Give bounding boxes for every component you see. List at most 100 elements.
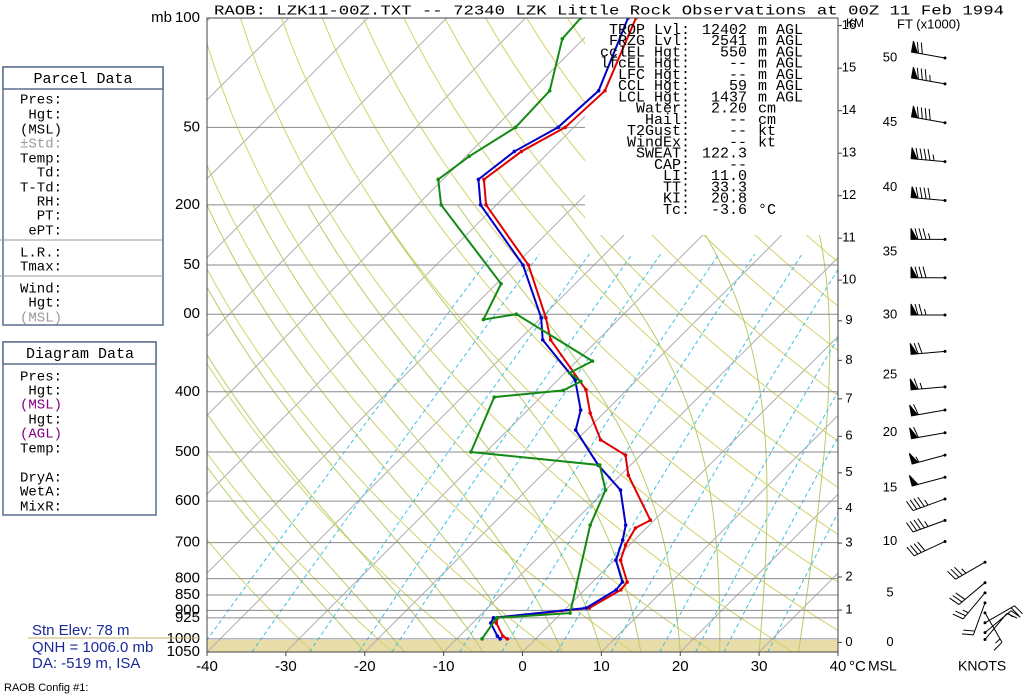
wind-barb — [961, 602, 986, 636]
index-value: 2541 — [711, 33, 747, 50]
moist-adiabat — [207, 204, 523, 652]
field-label: ±Std: — [20, 137, 62, 153]
moist-adiabat — [307, 204, 602, 652]
field-label: (AGL) — [20, 427, 62, 443]
isotherm — [522, 335, 838, 652]
index-unit: m AGL — [758, 44, 803, 61]
parcel-panel: Parcel Data Pres: Hgt: (MSL) ±Std: Temp:… — [0, 66, 164, 327]
km-tick-label: 10 — [842, 272, 856, 287]
mixing-ratio-line — [556, 253, 803, 652]
ft-tick-label: 50 — [883, 49, 897, 64]
index-label: LFC Hgt: — [618, 67, 690, 84]
field-label: Hgt: — [28, 108, 62, 124]
temperature-point — [494, 621, 499, 625]
km-label: KM — [846, 16, 864, 30]
wind-barb — [910, 41, 946, 59]
wind-barb-base — [943, 160, 947, 164]
dewpoint-point — [512, 149, 517, 154]
ft-tick-label: 20 — [883, 424, 897, 439]
pressure-tick-label: 400 — [175, 383, 200, 400]
km-tick-label: 9 — [845, 312, 852, 327]
km-tick-label: 11 — [842, 230, 856, 245]
panel-title-bar — [2, 341, 157, 365]
wind-barb — [908, 475, 946, 487]
index-value: -- — [729, 134, 747, 151]
temperature-tick-label: -10 — [433, 658, 455, 675]
index-unit: m AGL — [758, 78, 803, 95]
field-label: (MSL) — [20, 398, 62, 414]
km-tick-label: 3 — [845, 535, 852, 550]
green-profile-line — [437, 18, 607, 640]
temperature-point — [618, 558, 623, 562]
km-tick-label: 5 — [845, 464, 852, 479]
ft-tick-label: 45 — [883, 114, 897, 129]
temperature-tick-label: -40 — [196, 658, 218, 675]
index-value: 33.3 — [711, 179, 747, 196]
overlay: 1005020050004005006007008008509009251000… — [151, 9, 1023, 675]
moist-adiabat — [207, 354, 445, 652]
wind-barb — [910, 186, 946, 202]
green-profile-point — [567, 371, 572, 375]
title: RAOB: LZK11-00Z.TXT -- 72340 LZK Little … — [214, 4, 1004, 20]
green-profile-point — [492, 395, 497, 399]
field-label: PT: — [37, 209, 62, 225]
panel-title-bar — [2, 66, 164, 90]
index-label: Hail: — [645, 112, 690, 129]
moist-adiabat — [561, 204, 721, 652]
index-box — [585, 18, 838, 235]
index-label: TT: — [663, 179, 690, 196]
index-label: lfcEL Hgt: — [600, 56, 690, 73]
field-label: Tmax: — [20, 260, 62, 276]
temperature-tick-label: 20 — [672, 658, 689, 675]
ft-label: FT (x1000) — [897, 16, 960, 31]
index-label: KI: — [663, 191, 690, 208]
km-tick-label: 13 — [842, 145, 856, 160]
dewpoint-point — [573, 428, 578, 432]
field-label: MixR: — [20, 500, 62, 516]
wind-barb-base — [943, 453, 947, 457]
index-label: FRZG Lvl: — [609, 33, 690, 50]
field-label: ePT: — [28, 224, 62, 240]
isotherm — [601, 414, 838, 652]
dewpoint-point — [539, 315, 544, 320]
wind-barb — [984, 610, 1021, 633]
pressure-tick-label: 100 — [175, 9, 200, 26]
mixing-ratio-line — [207, 253, 493, 641]
wind-barb-base — [943, 408, 947, 412]
pressure-tick-label: 500 — [175, 443, 200, 460]
index-unit: m AGL — [758, 56, 803, 73]
temperature-point — [548, 338, 553, 342]
wind-barb-base — [943, 431, 947, 435]
km-tick-label: 12 — [842, 187, 856, 202]
temperature-tick-label: -20 — [354, 658, 376, 675]
km-tick-label: 2 — [845, 568, 852, 583]
dry-adiabat — [207, 164, 633, 652]
wind-barb-base — [983, 601, 987, 605]
green-profile-point — [439, 203, 443, 207]
isotherm — [207, 18, 447, 259]
ft-tick-label: 25 — [883, 367, 897, 382]
wind-barb — [908, 452, 946, 465]
temperature-point — [623, 543, 628, 547]
temperature-point — [505, 637, 510, 641]
index-label: LCL Hgt: — [618, 89, 690, 106]
km-tick-label: 14 — [842, 102, 856, 117]
wind-barb-base — [943, 237, 947, 241]
isotherm — [364, 178, 838, 652]
index-unit: cm — [758, 112, 776, 129]
mixing-ratio-line — [723, 436, 838, 652]
field-label: Temp: — [20, 152, 62, 168]
moist-adiabat — [456, 204, 681, 652]
temperature-point — [526, 263, 531, 267]
ft-tick-label: 40 — [883, 179, 897, 194]
isotherm — [207, 18, 526, 338]
mixing-ratio-line — [309, 253, 590, 652]
ft-tick-label: 15 — [883, 480, 897, 495]
field-label: Pres: — [20, 370, 62, 386]
green-profile-point — [603, 488, 608, 492]
temperature-point — [603, 89, 607, 93]
wind-barb-base — [943, 518, 947, 522]
wind-axis-label: KNOTS — [958, 658, 1006, 674]
index-label: LI: — [663, 168, 690, 185]
